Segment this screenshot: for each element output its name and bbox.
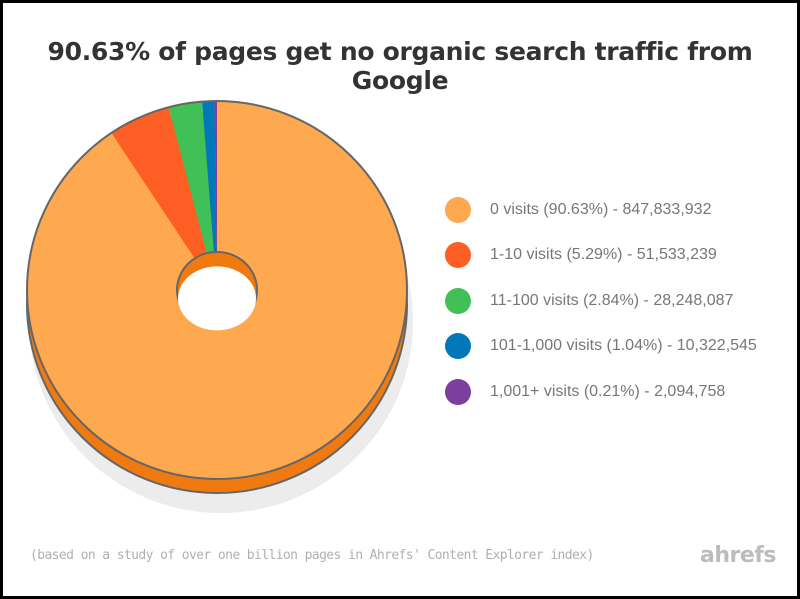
legend-label: 1,001+ visits (0.21%) - 2,094,758 — [490, 382, 726, 400]
legend-item: 1,001+ visits (0.21%) - 2,094,758 — [445, 369, 757, 414]
legend-item: 0 visits (90.63%) - 847,833,932 — [445, 187, 757, 232]
pie-outline — [26, 100, 408, 480]
chart-title: 90.63% of pages get no organic search tr… — [47, 37, 753, 95]
legend-swatch — [445, 242, 471, 268]
legend-label: 1-10 visits (5.29%) - 51,533,239 — [490, 246, 717, 263]
legend-swatch — [445, 287, 471, 314]
hole — [178, 266, 256, 331]
ahrefs-logo: ahrefs — [700, 543, 776, 568]
legend-item: 101-1,000 visits (1.04%) - 10,322,545 — [445, 324, 757, 369]
pie-slice-4 — [214, 101, 217, 253]
pie-slice-3 — [202, 101, 217, 253]
legend-label: 101-1,000 visits (1.04%) - 10,322,545 — [490, 337, 757, 354]
legend: 0 visits (90.63%) - 847,833,932 1-10 visi… — [445, 187, 757, 415]
pie-slice-0 — [26, 101, 407, 480]
legend-label: 0 visits (90.63%) - 847,833,932 — [490, 200, 712, 218]
pie-slice-2 — [168, 101, 214, 254]
legend-swatch — [445, 333, 471, 359]
legend-item: 11-100 visits (2.84%) - 28,248,087 — [445, 278, 757, 323]
legend-label: 11-100 visits (2.84%) - 28,248,087 — [490, 291, 734, 309]
pie-slice-1 — [111, 107, 207, 259]
legend-item: 1-10 visits (5.29%) - 51,533,239 — [445, 233, 757, 278]
legend-swatch — [445, 378, 471, 405]
legend-swatch — [445, 196, 471, 223]
footnote: (based on a study of over one billion pa… — [30, 548, 594, 563]
